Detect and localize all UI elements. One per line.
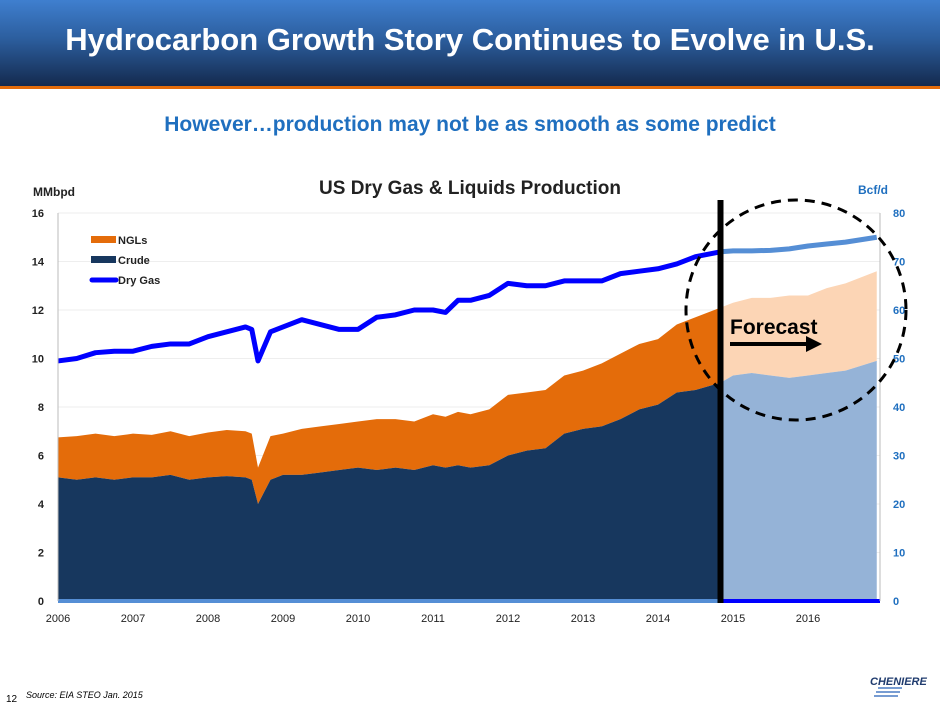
legend-label: Dry Gas — [118, 275, 160, 287]
legend-label: NGLs — [118, 235, 147, 247]
y2-tick-label: 20 — [893, 499, 905, 511]
y2-tick-label: 10 — [893, 548, 905, 560]
y2-tick-label: 60 — [893, 305, 905, 317]
crude-forecast-area — [720, 360, 877, 601]
y2-tick-label: 70 — [893, 257, 905, 269]
forecast-arrowhead-icon — [806, 336, 822, 352]
y-tick-label: 4 — [38, 499, 45, 511]
y2-tick-label: 0 — [893, 596, 899, 608]
y2-tick-label: 40 — [893, 402, 905, 414]
cheniere-logo: CHENIERE — [870, 676, 927, 688]
x-tick-label: 2010 — [346, 613, 370, 625]
y2-tick-label: 50 — [893, 354, 905, 366]
x-tick-label: 2009 — [271, 613, 295, 625]
cheniere-logo-icon — [874, 687, 902, 697]
x-tick-label: 2015 — [721, 613, 745, 625]
y-tick-label: 6 — [38, 451, 44, 463]
x-tick-label: 2006 — [46, 613, 70, 625]
x-tick-label: 2007 — [121, 613, 145, 625]
y2-axis-label: Bcf/d — [858, 183, 888, 197]
title-banner — [0, 0, 940, 89]
x-tick-label: 2012 — [496, 613, 520, 625]
ngl-forecast-area — [720, 271, 877, 383]
ngl-area — [58, 307, 721, 504]
x-tick-label: 2013 — [571, 613, 595, 625]
y-tick-label: 2 — [38, 548, 44, 560]
x-tick-label: 2008 — [196, 613, 220, 625]
x-tick-label: 2014 — [646, 613, 670, 625]
dry-gas-forecast-line — [720, 234, 878, 255]
y2-tick-label: 30 — [893, 451, 905, 463]
crude-area — [58, 382, 721, 601]
legend-swatch — [91, 256, 116, 263]
y-axis-label: MMbpd — [33, 185, 75, 199]
y2-tick-label: 80 — [893, 208, 905, 220]
dry-gas-line — [57, 249, 721, 364]
page-number: 12 — [6, 694, 18, 705]
y-tick-label: 14 — [32, 257, 45, 269]
legend-swatch — [91, 236, 116, 243]
legend-label: Crude — [118, 255, 150, 267]
forecast-circle — [684, 198, 908, 422]
page-title: Hydrocarbon Growth Story Continues to Ev… — [65, 22, 875, 57]
forecast-label: Forecast — [730, 316, 818, 339]
chart-title: US Dry Gas & Liquids Production — [319, 178, 621, 199]
x-tick-label: 2016 — [796, 613, 820, 625]
y-tick-label: 8 — [38, 402, 44, 414]
source-note: Source: EIA STEO Jan. 2015 — [26, 690, 143, 700]
y-tick-label: 16 — [32, 208, 44, 220]
page-subtitle: However…production may not be as smooth … — [164, 113, 776, 136]
x-tick-label: 2011 — [421, 613, 445, 625]
y-tick-label: 10 — [32, 354, 44, 366]
y-tick-label: 0 — [38, 596, 44, 608]
y-tick-label: 12 — [32, 305, 44, 317]
